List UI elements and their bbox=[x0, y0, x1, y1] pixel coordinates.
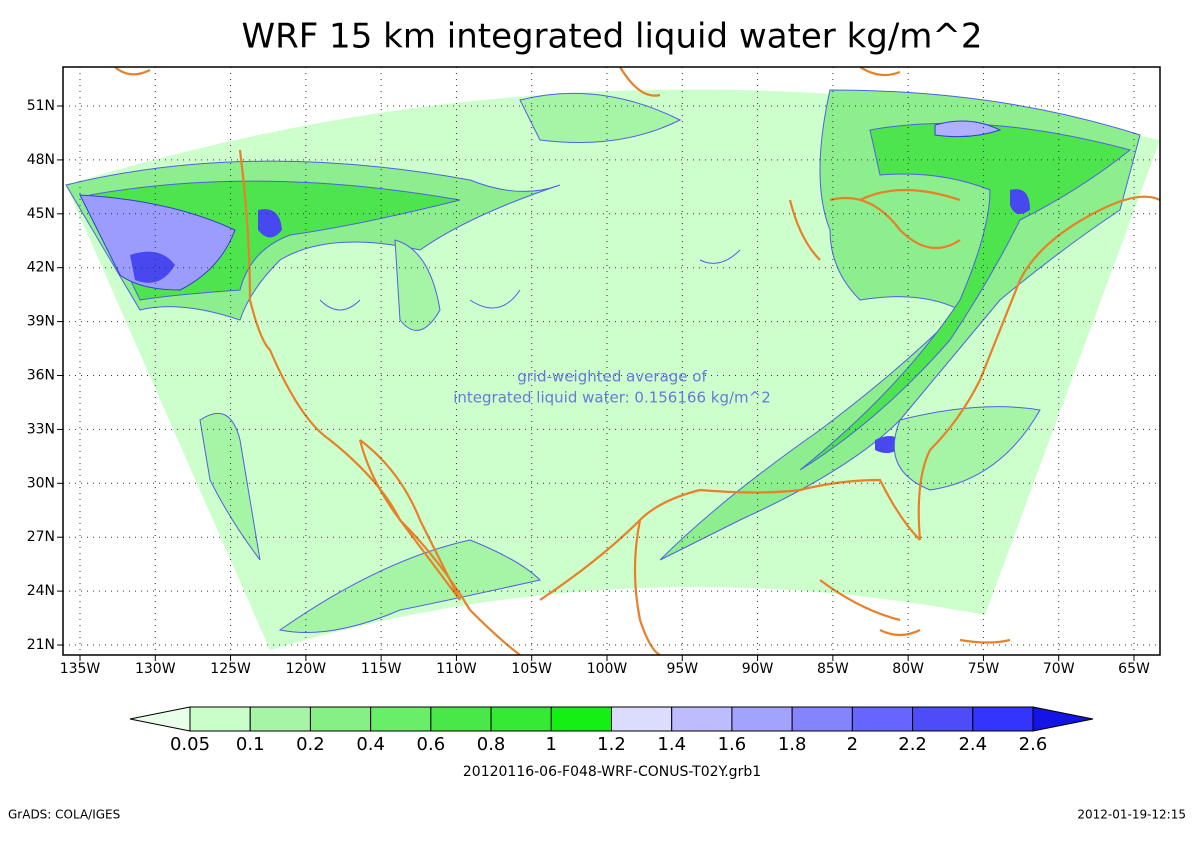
colorbar-label: 2 bbox=[847, 734, 858, 755]
colorbar-label: 0.1 bbox=[236, 734, 265, 755]
annotation: integrated liquid water: 0.156166 kg/m^2 bbox=[453, 389, 771, 407]
colorbar-box bbox=[912, 706, 974, 732]
colorbar-box bbox=[611, 706, 673, 732]
footer-right: 2012-01-19-12:15 bbox=[1077, 808, 1186, 822]
lon-label: 95W bbox=[666, 661, 698, 677]
coastlines bbox=[114, 67, 1160, 655]
lon-label: 65W bbox=[1118, 661, 1150, 677]
colorbar-label: 1.4 bbox=[657, 734, 686, 755]
liquid-water-field bbox=[65, 89, 1141, 633]
colorbar-label: 0.2 bbox=[296, 734, 325, 755]
colorbar-box bbox=[370, 706, 432, 732]
footer-left: GrADS: COLA/IGES bbox=[8, 808, 120, 822]
filename: 20120116-06-F048-WRF-CONUS-T02Y.grb1 bbox=[463, 764, 761, 780]
lat-label: 36N bbox=[27, 368, 55, 384]
lon-label: 125W bbox=[210, 661, 251, 677]
lat-label: 39N bbox=[27, 314, 55, 330]
lon-label: 90W bbox=[742, 661, 774, 677]
lon-label: 110W bbox=[436, 661, 477, 677]
colorbar-end bbox=[129, 706, 191, 732]
lat-label: 33N bbox=[27, 421, 55, 437]
lat-label: 24N bbox=[27, 583, 55, 599]
colorbar-box bbox=[189, 706, 251, 732]
colorbar-label: 0.4 bbox=[356, 734, 385, 755]
colorbar-box bbox=[731, 706, 793, 732]
colorbar-box bbox=[550, 706, 612, 732]
lat-label: 21N bbox=[27, 637, 55, 653]
lat-label: 45N bbox=[27, 206, 55, 222]
colorbar-label: 0.8 bbox=[477, 734, 506, 755]
lon-label: 115W bbox=[361, 661, 402, 677]
colorbar-box bbox=[249, 706, 311, 732]
colorbar-end bbox=[1032, 706, 1094, 732]
lon-label: 80W bbox=[892, 661, 924, 677]
colorbar-box bbox=[671, 706, 733, 732]
colorbar-label: 1.8 bbox=[778, 734, 807, 755]
colorbar-label: 0.05 bbox=[170, 734, 210, 755]
lon-label: 105W bbox=[511, 661, 552, 677]
lat-label: 30N bbox=[27, 475, 55, 491]
lon-label: 120W bbox=[286, 661, 327, 677]
map-frame bbox=[62, 66, 1161, 656]
colorbar-box bbox=[972, 706, 1034, 732]
lat-label: 51N bbox=[27, 98, 55, 114]
lat-label: 42N bbox=[27, 260, 55, 276]
map: 21N 24N 27N 30N 33N 36N 39N 42N 45N 48N 51N 135W 130… bbox=[27, 66, 1161, 677]
colorbar-label: 0.6 bbox=[417, 734, 446, 755]
colorbar: 0.05 0.1 0.2 0.4 0.6 0.8 1 1.2 1.4 1.6 1.8 2 2.2 2.4 2… bbox=[129, 706, 1094, 755]
lat-label: 27N bbox=[27, 529, 55, 545]
lon-label: 85W bbox=[817, 661, 849, 677]
colorbar-label: 2.4 bbox=[958, 734, 987, 755]
lon-label: 100W bbox=[587, 661, 628, 677]
colorbar-label: 2.2 bbox=[898, 734, 927, 755]
colorbar-label: 1.2 bbox=[597, 734, 626, 755]
colorbar-box bbox=[309, 706, 372, 732]
colorbar-box bbox=[851, 706, 914, 732]
lon-label: 135W bbox=[60, 661, 101, 677]
lon-label: 70W bbox=[1043, 661, 1075, 677]
colorbar-label: 1 bbox=[546, 734, 557, 755]
colorbar-label: 1.6 bbox=[718, 734, 747, 755]
lon-label: 130W bbox=[135, 661, 176, 677]
lat-label: 48N bbox=[27, 152, 55, 168]
lon-label: 75W bbox=[968, 661, 1000, 677]
colorbar-box bbox=[791, 706, 853, 732]
title: WRF 15 km integrated liquid water kg/m^2 bbox=[241, 17, 982, 57]
colorbar-box bbox=[490, 706, 552, 732]
colorbar-box bbox=[430, 706, 492, 732]
colorbar-label: 2.6 bbox=[1019, 734, 1048, 755]
annotation: grid-weighted average of bbox=[517, 368, 707, 386]
